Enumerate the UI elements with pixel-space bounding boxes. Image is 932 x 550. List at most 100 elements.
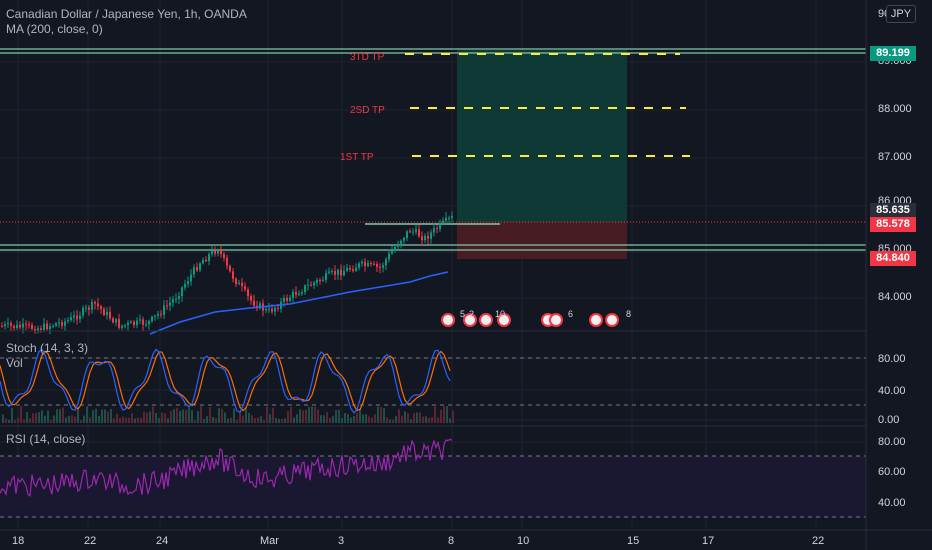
volume-bar (56, 409, 58, 423)
volume-bar (314, 406, 316, 423)
candle-body (325, 273, 327, 280)
candle-body (451, 215, 453, 218)
volume-bar (338, 409, 340, 423)
event-marker-icon (549, 313, 563, 327)
volume-bar (311, 406, 313, 423)
currency-badge[interactable]: JPY (886, 5, 916, 23)
volume-bar (341, 418, 343, 423)
candle-body (259, 303, 261, 309)
candle-body (334, 271, 336, 275)
candle-body (64, 321, 66, 326)
stoch-panel (0, 330, 866, 423)
time-tick: 22 (84, 535, 96, 547)
volume-bar (239, 411, 241, 423)
volume-bar (242, 415, 244, 423)
time-tick: 3 (338, 535, 344, 547)
candle-body (112, 318, 114, 323)
tp-label: 3TD TP (350, 52, 385, 63)
volume-bar (173, 408, 175, 423)
price-axis-bg (866, 0, 932, 550)
events-markers[interactable]: 5 2 10 6 8 (441, 309, 631, 327)
candle-body (379, 266, 381, 268)
volume-bar (347, 414, 349, 423)
volume-bar (50, 419, 52, 423)
candle-body (436, 228, 438, 230)
vol-legend[interactable]: Vol (6, 356, 23, 370)
volume-bar (59, 409, 61, 423)
rsi-tick: 40.00 (878, 497, 906, 509)
candle-body (343, 270, 345, 276)
candle-body (373, 263, 375, 265)
volume-bar (44, 415, 46, 423)
candle-body (181, 287, 183, 297)
volume-bar (149, 411, 151, 423)
grid (0, 0, 866, 530)
candle-body (10, 323, 12, 326)
volume-bar (107, 411, 109, 423)
candle-body (340, 269, 342, 276)
candle-body (145, 324, 147, 326)
level-lines: 3TD TP 2SD TP 1ST TP (0, 48, 866, 251)
volume-bar (194, 419, 196, 423)
volume-bar (71, 415, 73, 423)
candle-body (232, 271, 234, 279)
stoch-legend[interactable]: Stoch (14, 3, 3) (6, 341, 89, 355)
tp-label: 1ST TP (340, 152, 374, 163)
candle-body (250, 296, 252, 301)
symbol-title[interactable]: Canadian Dollar / Japanese Yen, 1h, OAND… (6, 7, 247, 21)
volume-bar (68, 415, 70, 423)
volume-bar (119, 417, 121, 423)
candle-body (22, 323, 24, 328)
volume-bar (167, 418, 169, 423)
candle-body (124, 325, 126, 327)
volume-bar (245, 407, 247, 423)
candle-body (103, 309, 105, 316)
ma-legend[interactable]: MA (200, close, 0) (6, 22, 103, 36)
candle-body (115, 319, 117, 323)
candle-body (226, 257, 228, 266)
candle-body (292, 291, 294, 298)
candle-body (85, 307, 87, 309)
time-tick: 10 (517, 535, 529, 547)
event-marker-icon (479, 313, 493, 327)
candle-body (448, 217, 450, 219)
volume-bar (8, 419, 10, 423)
volume-bar (410, 419, 412, 423)
candle-body (349, 267, 351, 270)
candle-body (184, 284, 186, 288)
volume-bar (302, 410, 304, 423)
event-marker-icon (463, 313, 477, 327)
volume-bar (407, 413, 409, 423)
candle-body (178, 296, 180, 299)
time-tick: 18 (12, 535, 24, 547)
volume-bar (446, 406, 448, 423)
volume-bar (350, 417, 352, 423)
volume-bar (416, 412, 418, 423)
volume-bar (110, 408, 112, 423)
volume-bar (401, 415, 403, 423)
volume-bar (89, 417, 91, 423)
price-tick: 88.000 (878, 103, 912, 115)
volume-bar (413, 413, 415, 423)
candle-body (241, 282, 243, 287)
candle-body (346, 267, 348, 271)
rsi-legend[interactable]: RSI (14, close) (6, 432, 86, 446)
rsi-tick: 60.00 (878, 466, 906, 478)
volume-bar (98, 415, 100, 423)
candle-body (304, 285, 306, 293)
candle-body (388, 253, 390, 260)
volume-bar (230, 417, 232, 423)
candle-body (136, 320, 138, 326)
volume-bar (227, 418, 229, 423)
volume-bar (269, 414, 271, 423)
volume-bar (41, 410, 43, 423)
volume-bar (188, 407, 190, 423)
volume-bar (335, 410, 337, 423)
candle-body (265, 308, 267, 311)
volume-bar (203, 419, 205, 423)
candle-body (127, 322, 129, 326)
rsi-tick: 80.00 (878, 436, 906, 448)
stoch-tick: 40.00 (878, 385, 906, 397)
volume-bar (443, 406, 445, 423)
